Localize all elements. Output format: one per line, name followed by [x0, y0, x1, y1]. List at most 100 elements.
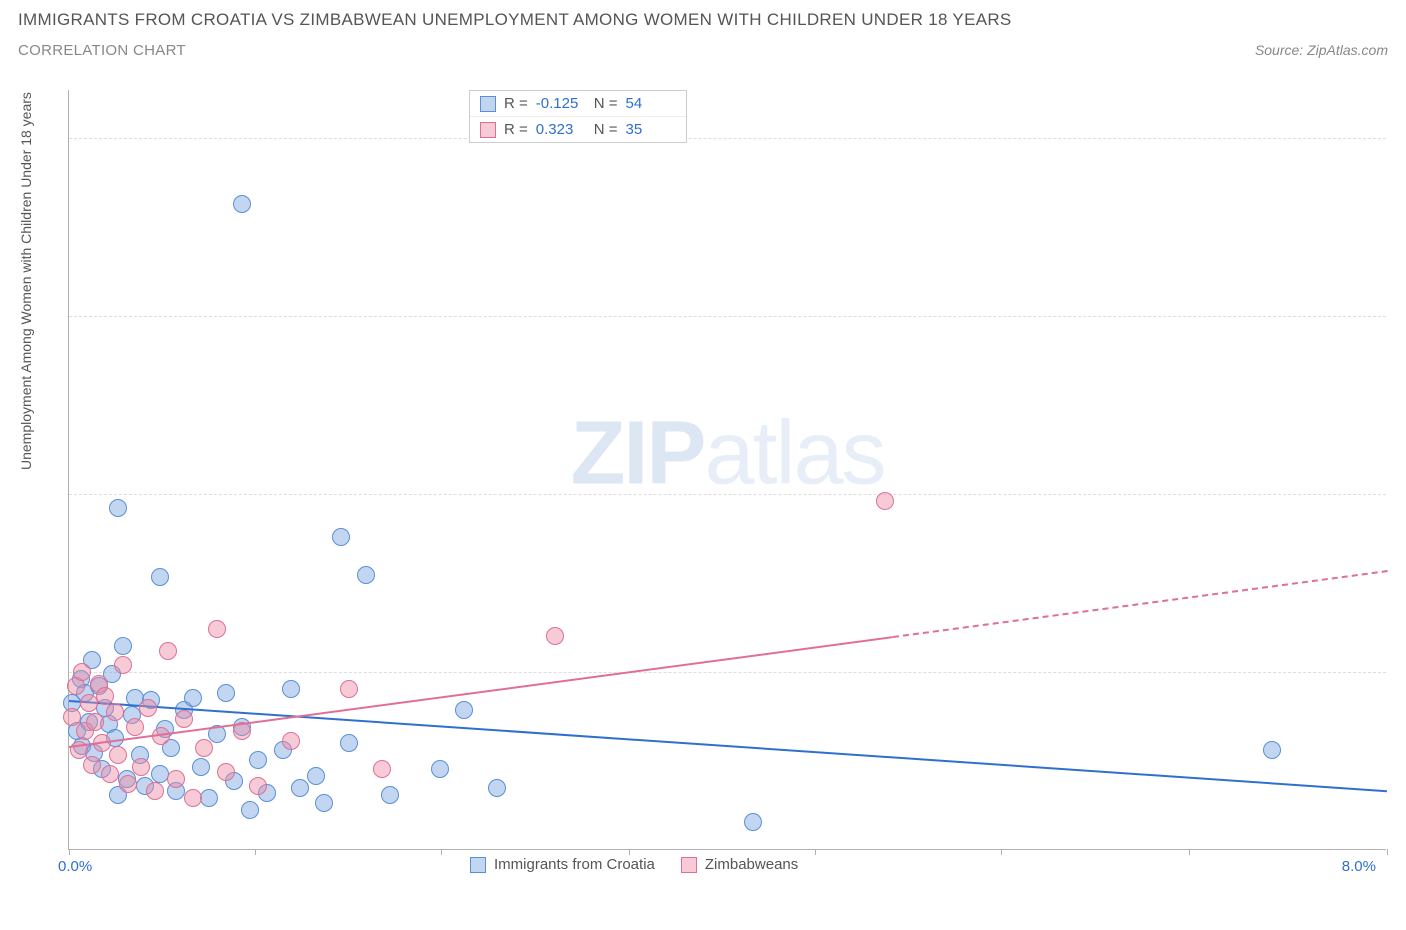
stat-n-label: N =	[594, 95, 618, 112]
stat-n-label: N =	[594, 121, 618, 138]
scatter-point	[546, 627, 564, 645]
stat-n-value-0: 54	[626, 95, 676, 112]
scatter-point	[86, 713, 104, 731]
chart-title: IMMIGRANTS FROM CROATIA VS ZIMBABWEAN UN…	[18, 10, 1388, 30]
stats-row-series-1: R = 0.323 N = 35	[470, 116, 686, 142]
scatter-point	[126, 718, 144, 736]
scatter-point	[241, 801, 259, 819]
scatter-point	[381, 786, 399, 804]
stat-r-label: R =	[504, 95, 528, 112]
stat-n-value-1: 35	[626, 121, 676, 138]
stat-r-label: R =	[504, 121, 528, 138]
x-tick	[441, 849, 442, 855]
watermark-light: atlas	[704, 404, 884, 504]
scatter-point	[200, 789, 218, 807]
scatter-point	[208, 620, 226, 638]
gridline	[69, 316, 1386, 317]
scatter-point	[109, 499, 127, 517]
x-axis-max-label: 8.0%	[1342, 858, 1376, 875]
legend-swatch-0	[470, 857, 486, 873]
legend-label-1: Zimbabweans	[705, 856, 798, 873]
scatter-point	[340, 734, 358, 752]
scatter-point	[114, 656, 132, 674]
x-tick	[1387, 849, 1388, 855]
y-tick-label: 7.5%	[1396, 663, 1406, 680]
scatter-point	[1263, 741, 1281, 759]
legend: Immigrants from Croatia Zimbabweans	[470, 856, 798, 873]
scatter-point	[184, 789, 202, 807]
trend-line	[69, 700, 1387, 792]
scatter-point	[876, 492, 894, 510]
scatter-point	[233, 195, 251, 213]
chart-header: IMMIGRANTS FROM CROATIA VS ZIMBABWEAN UN…	[0, 0, 1406, 59]
scatter-point	[184, 689, 202, 707]
stats-row-series-0: R = -0.125 N = 54	[470, 91, 686, 116]
x-tick	[1189, 849, 1190, 855]
scatter-point	[315, 794, 333, 812]
swatch-series-0	[480, 96, 496, 112]
y-tick-label: 30.0%	[1396, 129, 1406, 146]
scatter-point	[106, 703, 124, 721]
gridline	[69, 138, 1386, 139]
scatter-point	[488, 779, 506, 797]
legend-swatch-1	[681, 857, 697, 873]
scatter-point	[151, 765, 169, 783]
scatter-point	[101, 765, 119, 783]
scatter-point	[159, 642, 177, 660]
scatter-point	[175, 710, 193, 728]
scatter-point	[357, 566, 375, 584]
scatter-point	[80, 694, 98, 712]
scatter-point	[192, 758, 210, 776]
scatter-plot-area: ZIPatlas R = -0.125 N = 54 R = 0.323 N =…	[68, 90, 1386, 850]
scatter-point	[139, 699, 157, 717]
scatter-point	[146, 782, 164, 800]
scatter-point	[282, 732, 300, 750]
scatter-point	[455, 701, 473, 719]
scatter-point	[73, 663, 91, 681]
scatter-point	[83, 756, 101, 774]
legend-label-0: Immigrants from Croatia	[494, 856, 655, 873]
gridline	[69, 494, 1386, 495]
scatter-point	[249, 777, 267, 795]
x-tick	[629, 849, 630, 855]
watermark: ZIPatlas	[570, 403, 884, 506]
gridline	[69, 672, 1386, 673]
scatter-point	[63, 708, 81, 726]
x-tick	[255, 849, 256, 855]
subtitle-row: CORRELATION CHART Source: ZipAtlas.com	[18, 42, 1388, 59]
scatter-point	[109, 746, 127, 764]
source-label: Source: ZipAtlas.com	[1255, 42, 1388, 58]
scatter-point	[744, 813, 762, 831]
scatter-point	[431, 760, 449, 778]
swatch-series-1	[480, 122, 496, 138]
scatter-point	[96, 687, 114, 705]
scatter-point	[119, 775, 137, 793]
scatter-point	[282, 680, 300, 698]
scatter-point	[332, 528, 350, 546]
scatter-point	[373, 760, 391, 778]
watermark-bold: ZIP	[570, 404, 704, 504]
x-axis-min-label: 0.0%	[58, 858, 92, 875]
y-tick-label: 22.5%	[1396, 307, 1406, 324]
correlation-stats-box: R = -0.125 N = 54 R = 0.323 N = 35	[469, 90, 687, 143]
scatter-point	[249, 751, 267, 769]
y-axis-label: Unemployment Among Women with Children U…	[18, 92, 34, 470]
scatter-point	[340, 680, 358, 698]
y-tick-label: 15.0%	[1396, 485, 1406, 502]
scatter-point	[151, 568, 169, 586]
scatter-point	[114, 637, 132, 655]
scatter-point	[217, 684, 235, 702]
trend-line-extrapolated	[893, 570, 1387, 638]
x-tick	[69, 849, 70, 855]
legend-item-1: Zimbabweans	[681, 856, 798, 873]
legend-item-0: Immigrants from Croatia	[470, 856, 655, 873]
scatter-point	[291, 779, 309, 797]
stat-r-value-1: 0.323	[536, 121, 586, 138]
scatter-point	[217, 763, 235, 781]
chart-subtitle: CORRELATION CHART	[18, 42, 186, 59]
stat-r-value-0: -0.125	[536, 95, 586, 112]
scatter-point	[195, 739, 213, 757]
x-tick	[1001, 849, 1002, 855]
scatter-point	[307, 767, 325, 785]
scatter-point	[132, 758, 150, 776]
